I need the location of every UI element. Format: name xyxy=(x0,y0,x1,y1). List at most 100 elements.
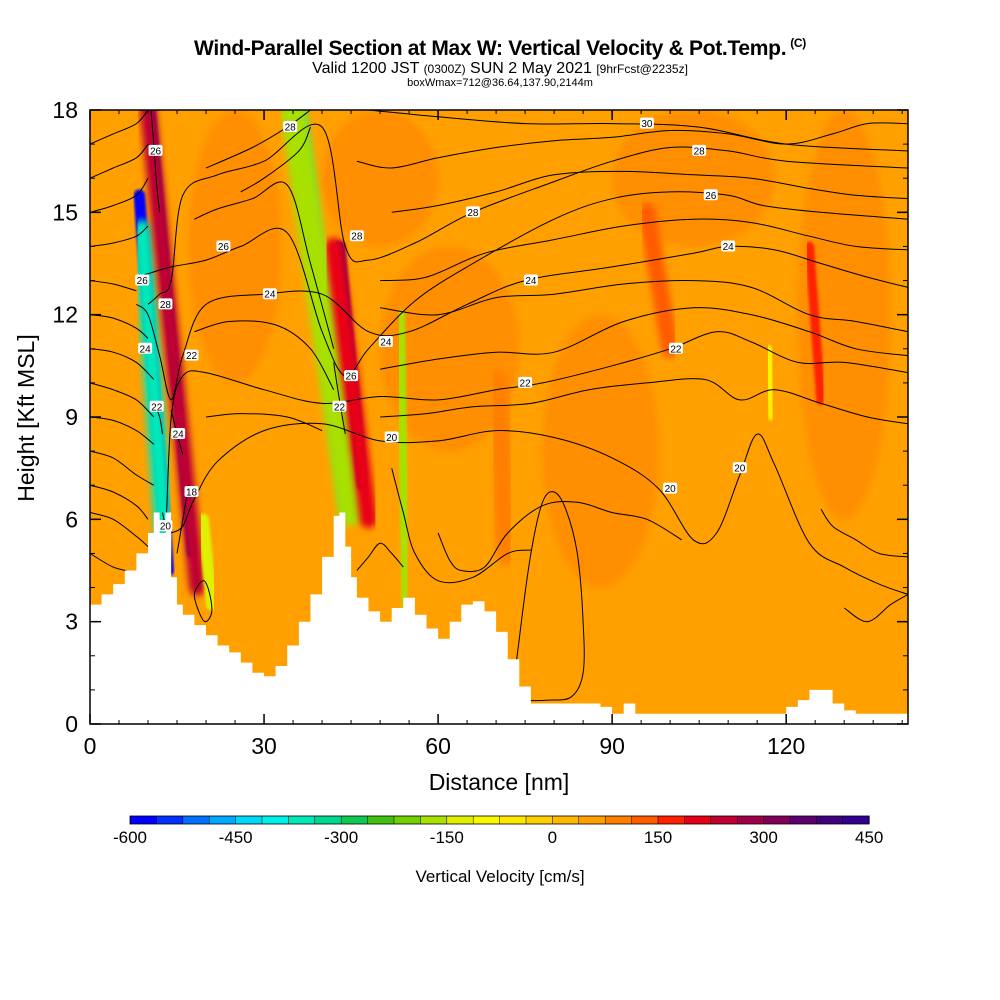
colorbar-segment xyxy=(235,816,263,824)
theta-contour-line xyxy=(391,170,908,213)
y-axis-label: Height [Kft MSL] xyxy=(13,334,39,501)
contour-label-bg xyxy=(332,400,347,412)
colorbar-segment xyxy=(446,816,474,824)
contour-label-bg xyxy=(135,274,150,286)
colorbar-tick-label: -150 xyxy=(430,828,464,847)
colorbar-segment xyxy=(182,816,210,824)
colorbar-segment xyxy=(209,816,236,824)
colorbar-tick-label: -600 xyxy=(113,828,147,847)
contour-label-text: 26 xyxy=(346,372,358,383)
colorbar-tick-label: 300 xyxy=(749,828,777,847)
contour-label-bg xyxy=(721,240,736,252)
x-tick-label: 30 xyxy=(251,733,277,759)
contour-label: 26 xyxy=(703,189,718,202)
contour-label: 22 xyxy=(149,400,164,413)
contour-label-text: 28 xyxy=(467,208,479,219)
contour-label-bg xyxy=(158,298,173,310)
y-tick-label: 6 xyxy=(65,506,78,532)
box-info: boxWmax=712@36.64,137.90,2144m xyxy=(407,77,593,89)
contour-label-bg xyxy=(349,230,364,242)
y-tick-label: 18 xyxy=(52,97,78,123)
contour-label: 28 xyxy=(692,144,707,157)
contour-label-bg xyxy=(639,117,654,129)
colorbar-tick-label: 0 xyxy=(548,828,557,847)
colorbar-label: Vertical Velocity [cm/s] xyxy=(415,867,584,886)
colorbar-segment xyxy=(578,816,606,824)
contour-label-text: 18 xyxy=(186,488,198,499)
theta-contour-line xyxy=(194,320,335,390)
colorbar-segment xyxy=(658,816,685,824)
colorbar-segment xyxy=(473,816,500,824)
theta-contour-22 xyxy=(333,362,346,435)
theta-contour-28 xyxy=(205,110,311,169)
colorbar: -600 -450 -300 -150 0 150 300 450 xyxy=(113,815,883,847)
contour-label-bg xyxy=(663,482,678,494)
contour-label: 24 xyxy=(138,342,153,355)
terrain xyxy=(90,512,908,724)
contour-label-text: 26 xyxy=(150,146,162,157)
contour-label-text: 24 xyxy=(264,290,276,301)
contour-label-text: 22 xyxy=(520,378,532,389)
contour-label: 20 xyxy=(158,520,173,533)
contour-label-text: 20 xyxy=(734,464,746,475)
contour-label: 26 xyxy=(216,240,231,253)
contour-label-text: 28 xyxy=(351,232,363,243)
contour-label-bg xyxy=(148,144,163,156)
contour-label-bg xyxy=(692,144,707,156)
contour-label: 20 xyxy=(663,482,678,495)
y-tick-label: 0 xyxy=(65,711,78,737)
x-tick-label: 0 xyxy=(84,733,97,759)
colorbar-segment xyxy=(367,816,395,824)
contour-label-text: 26 xyxy=(218,242,230,253)
field-shade-5 xyxy=(322,110,439,247)
w-feature-12 xyxy=(765,345,776,421)
forecast-tag: [9hrFcst@2235z] xyxy=(596,62,688,76)
chart-subtitle: Valid 1200 JST (0300Z) SUN 2 May 2021 [9… xyxy=(0,60,1000,78)
contour-label: 22 xyxy=(518,376,533,389)
colorbar-tick-label: 450 xyxy=(855,828,883,847)
contour-label-text: 28 xyxy=(285,123,297,134)
valid-prefix: Valid 1200 JST xyxy=(312,60,420,77)
valid-zulu: (0300Z) xyxy=(423,62,466,76)
contour-labels: 20 20 20 22 22 22 24 24 24 24 24 26 26 26 26 28 28 28 28 28… xyxy=(135,117,747,533)
contour-label: 20 xyxy=(384,431,399,444)
contour-label-text: 22 xyxy=(670,344,682,355)
theta-contour-line xyxy=(90,177,149,213)
theta-contour-24 xyxy=(136,245,908,401)
contour-label-bg xyxy=(184,349,199,361)
w-feature-8 xyxy=(324,237,378,529)
contour-label-text: 30 xyxy=(641,119,653,130)
contour-label: 26 xyxy=(344,370,359,383)
contour-label: 22 xyxy=(668,342,683,355)
contour-label-text: 26 xyxy=(137,276,149,287)
theta-contour-line xyxy=(356,122,908,169)
colorbar-segment xyxy=(314,816,342,824)
theta-contour-line xyxy=(380,378,908,425)
contour-label-text: 24 xyxy=(525,276,537,287)
colorbar-segment xyxy=(552,816,580,824)
theta-contour-line xyxy=(820,508,908,558)
colorbar-segment xyxy=(605,816,632,824)
y-tick-label: 15 xyxy=(52,199,78,225)
contour-label: 30 xyxy=(639,117,654,130)
contour-label: 22 xyxy=(332,400,347,413)
colorbar-segment xyxy=(262,816,289,824)
theta-contour-line xyxy=(90,225,149,247)
theta-contour-line xyxy=(90,512,149,547)
w-feature-9 xyxy=(395,310,411,610)
theta-contour-line xyxy=(240,126,311,193)
contour-label: 24 xyxy=(378,335,393,348)
chart-title: Wind-Parallel Section at Max W: Vertical… xyxy=(0,36,1000,61)
contour-label-bg xyxy=(158,520,173,532)
contour-label-bg xyxy=(523,274,538,286)
w-feature-3 xyxy=(139,110,206,596)
theta-contour-line xyxy=(90,348,155,380)
field-shade-2 xyxy=(542,314,659,588)
colorbar-segment xyxy=(816,816,844,824)
valid-date: SUN 2 May 2021 xyxy=(470,60,592,77)
theta-contour-line xyxy=(194,181,335,349)
theta-contour-line xyxy=(356,542,404,571)
theta-contour-26 xyxy=(136,191,908,377)
colorbar-segment xyxy=(763,816,791,824)
colorbar-segment xyxy=(737,816,764,824)
